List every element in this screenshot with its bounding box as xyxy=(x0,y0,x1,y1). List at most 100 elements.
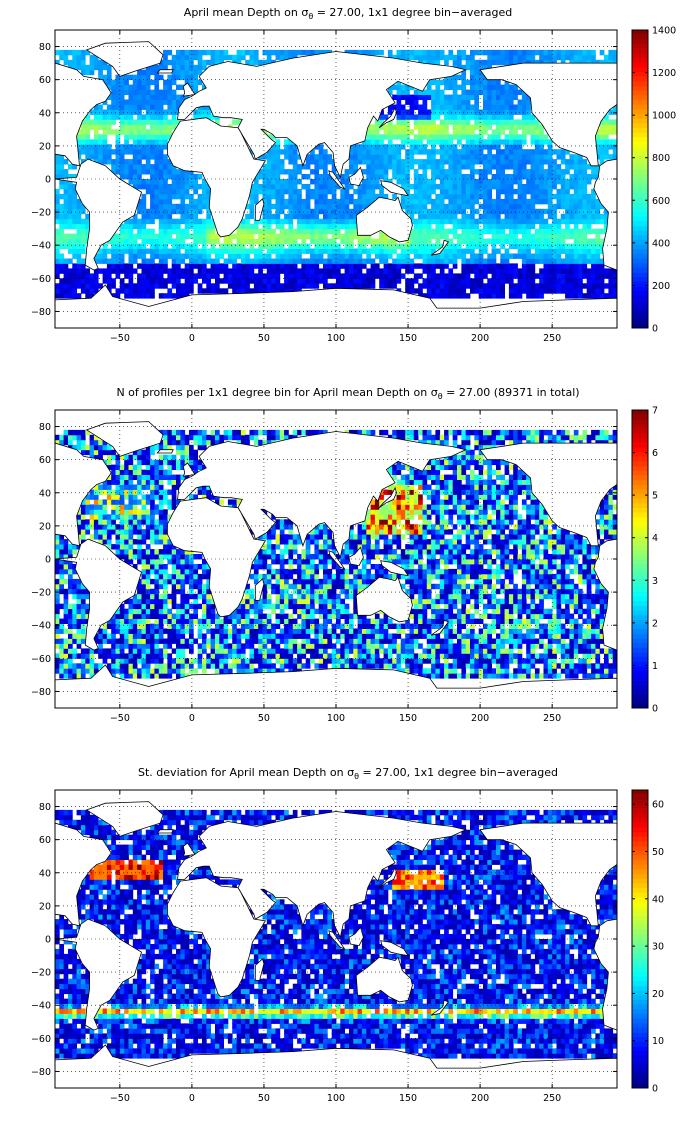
data-cell xyxy=(232,233,237,239)
data-cell xyxy=(513,293,518,299)
data-cell xyxy=(496,114,501,120)
data-cell xyxy=(305,263,311,269)
data-cell xyxy=(76,623,82,629)
data-cell xyxy=(448,109,454,115)
data-cell xyxy=(452,263,458,269)
data-cell xyxy=(534,243,540,249)
data-cell xyxy=(111,544,116,550)
data-cell xyxy=(608,139,614,145)
data-cell xyxy=(132,673,138,679)
data-cell xyxy=(76,643,82,649)
data-cell xyxy=(418,184,423,190)
data-cell xyxy=(461,238,467,244)
data-cell xyxy=(163,653,168,659)
data-cell xyxy=(180,54,186,61)
data-cell xyxy=(206,114,211,120)
data-cell xyxy=(444,134,449,140)
data-cell xyxy=(439,263,445,269)
data-cell xyxy=(132,633,138,639)
data-cell xyxy=(491,159,497,165)
data-cell xyxy=(465,104,471,110)
data-cell xyxy=(132,293,138,299)
data-cell xyxy=(189,223,194,230)
data-cell xyxy=(137,668,142,674)
data-cell xyxy=(102,509,108,515)
data-cell xyxy=(560,258,566,264)
data-cell xyxy=(370,283,376,289)
data-cell xyxy=(119,149,125,155)
data-cell xyxy=(163,169,168,175)
data-cell xyxy=(318,159,324,165)
data-cell xyxy=(63,54,69,61)
data-cell xyxy=(132,223,138,230)
data-cell xyxy=(115,238,121,244)
y-tick-label: 20 xyxy=(39,141,51,152)
data-cell xyxy=(400,144,406,150)
data-cell xyxy=(59,293,64,299)
data-cell xyxy=(141,129,147,135)
data-cell xyxy=(119,74,125,81)
data-cell xyxy=(539,198,544,205)
data-cell xyxy=(72,663,77,669)
data-cell xyxy=(137,283,142,289)
data-cell xyxy=(59,564,64,570)
data-cell xyxy=(422,164,428,170)
data-cell xyxy=(534,273,540,279)
data-cell xyxy=(111,109,116,115)
data-cell xyxy=(163,578,168,585)
colorbar-step xyxy=(632,188,648,194)
data-cell xyxy=(141,648,147,654)
data-cell xyxy=(111,253,116,259)
data-cell xyxy=(452,134,458,140)
data-cell xyxy=(526,208,531,215)
data-cell xyxy=(297,223,302,230)
data-cell xyxy=(478,184,484,190)
data-cell xyxy=(513,139,518,145)
data-cell xyxy=(409,54,415,61)
data-cell xyxy=(102,64,108,71)
data-cell xyxy=(76,429,82,436)
data-cell xyxy=(353,159,358,165)
data-cell xyxy=(422,99,428,105)
data-cell xyxy=(258,268,263,274)
data-cell xyxy=(530,114,536,120)
data-cell xyxy=(517,203,523,210)
data-cell xyxy=(448,144,454,150)
data-cell xyxy=(331,164,337,170)
data-cell xyxy=(465,198,471,205)
data-cell xyxy=(599,228,605,235)
data-cell xyxy=(478,119,484,125)
data-cell xyxy=(331,213,337,220)
data-cell xyxy=(163,293,168,299)
data-cell xyxy=(163,643,168,649)
data-cell xyxy=(478,49,484,56)
data-cell xyxy=(487,99,492,105)
data-cell xyxy=(253,253,259,259)
data-cell xyxy=(405,248,410,254)
data-cell xyxy=(63,663,69,669)
data-cell xyxy=(163,593,168,600)
data-cell xyxy=(569,288,575,294)
data-cell xyxy=(184,273,190,279)
data-cell xyxy=(76,213,82,220)
data-cell xyxy=(163,444,168,451)
data-cell xyxy=(526,223,531,230)
data-cell xyxy=(444,288,449,294)
data-cell xyxy=(331,253,337,259)
data-cell xyxy=(128,278,134,284)
data-cell xyxy=(132,84,138,90)
data-cell xyxy=(435,124,441,130)
data-cell xyxy=(115,534,121,540)
data-cell xyxy=(106,479,112,485)
data-cell xyxy=(336,268,341,274)
colorbar-step xyxy=(632,48,648,54)
data-cell xyxy=(517,228,523,235)
data-cell xyxy=(500,54,505,61)
data-cell xyxy=(400,273,406,279)
data-cell xyxy=(340,258,345,264)
data-cell xyxy=(504,84,510,90)
data-cell xyxy=(132,139,138,145)
data-cell xyxy=(426,268,432,274)
data-cell xyxy=(167,549,173,555)
data-cell xyxy=(176,283,181,289)
